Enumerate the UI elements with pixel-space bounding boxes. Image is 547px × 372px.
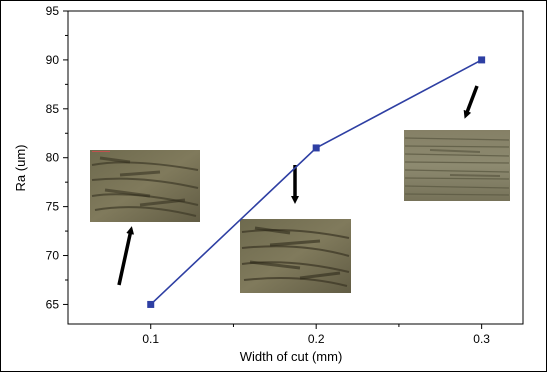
y-tick-label: 70 — [46, 249, 60, 263]
micrograph-inset-1 — [90, 150, 200, 222]
arrow-inset-3 — [463, 85, 479, 119]
y-axis: 65 70 75 80 85 90 95 — [46, 4, 68, 311]
y-tick-label: 65 — [46, 297, 60, 311]
data-point — [147, 300, 155, 308]
y-axis-title: Ra (um) — [13, 145, 28, 192]
y-tick-label: 75 — [46, 200, 60, 214]
series-group — [147, 56, 486, 308]
x-axis-title: Width of cut (mm) — [240, 349, 343, 364]
y-tick-label: 90 — [46, 53, 60, 67]
data-point — [478, 56, 486, 64]
x-tick-label: 0.3 — [473, 332, 490, 346]
y-tick-label: 80 — [46, 151, 60, 165]
micrograph-inset-2 — [240, 219, 351, 293]
x-tick-label: 0.1 — [142, 332, 159, 346]
arrow-inset-1 — [117, 226, 135, 286]
y-tick-label: 95 — [46, 4, 60, 18]
y-tick-label: 85 — [46, 102, 60, 116]
x-axis: 0.1 0.2 0.3 — [142, 324, 490, 346]
micrograph-inset-3 — [404, 130, 510, 201]
plot-area — [67, 10, 524, 325]
data-point — [312, 144, 320, 152]
x-tick-label: 0.2 — [308, 332, 325, 346]
